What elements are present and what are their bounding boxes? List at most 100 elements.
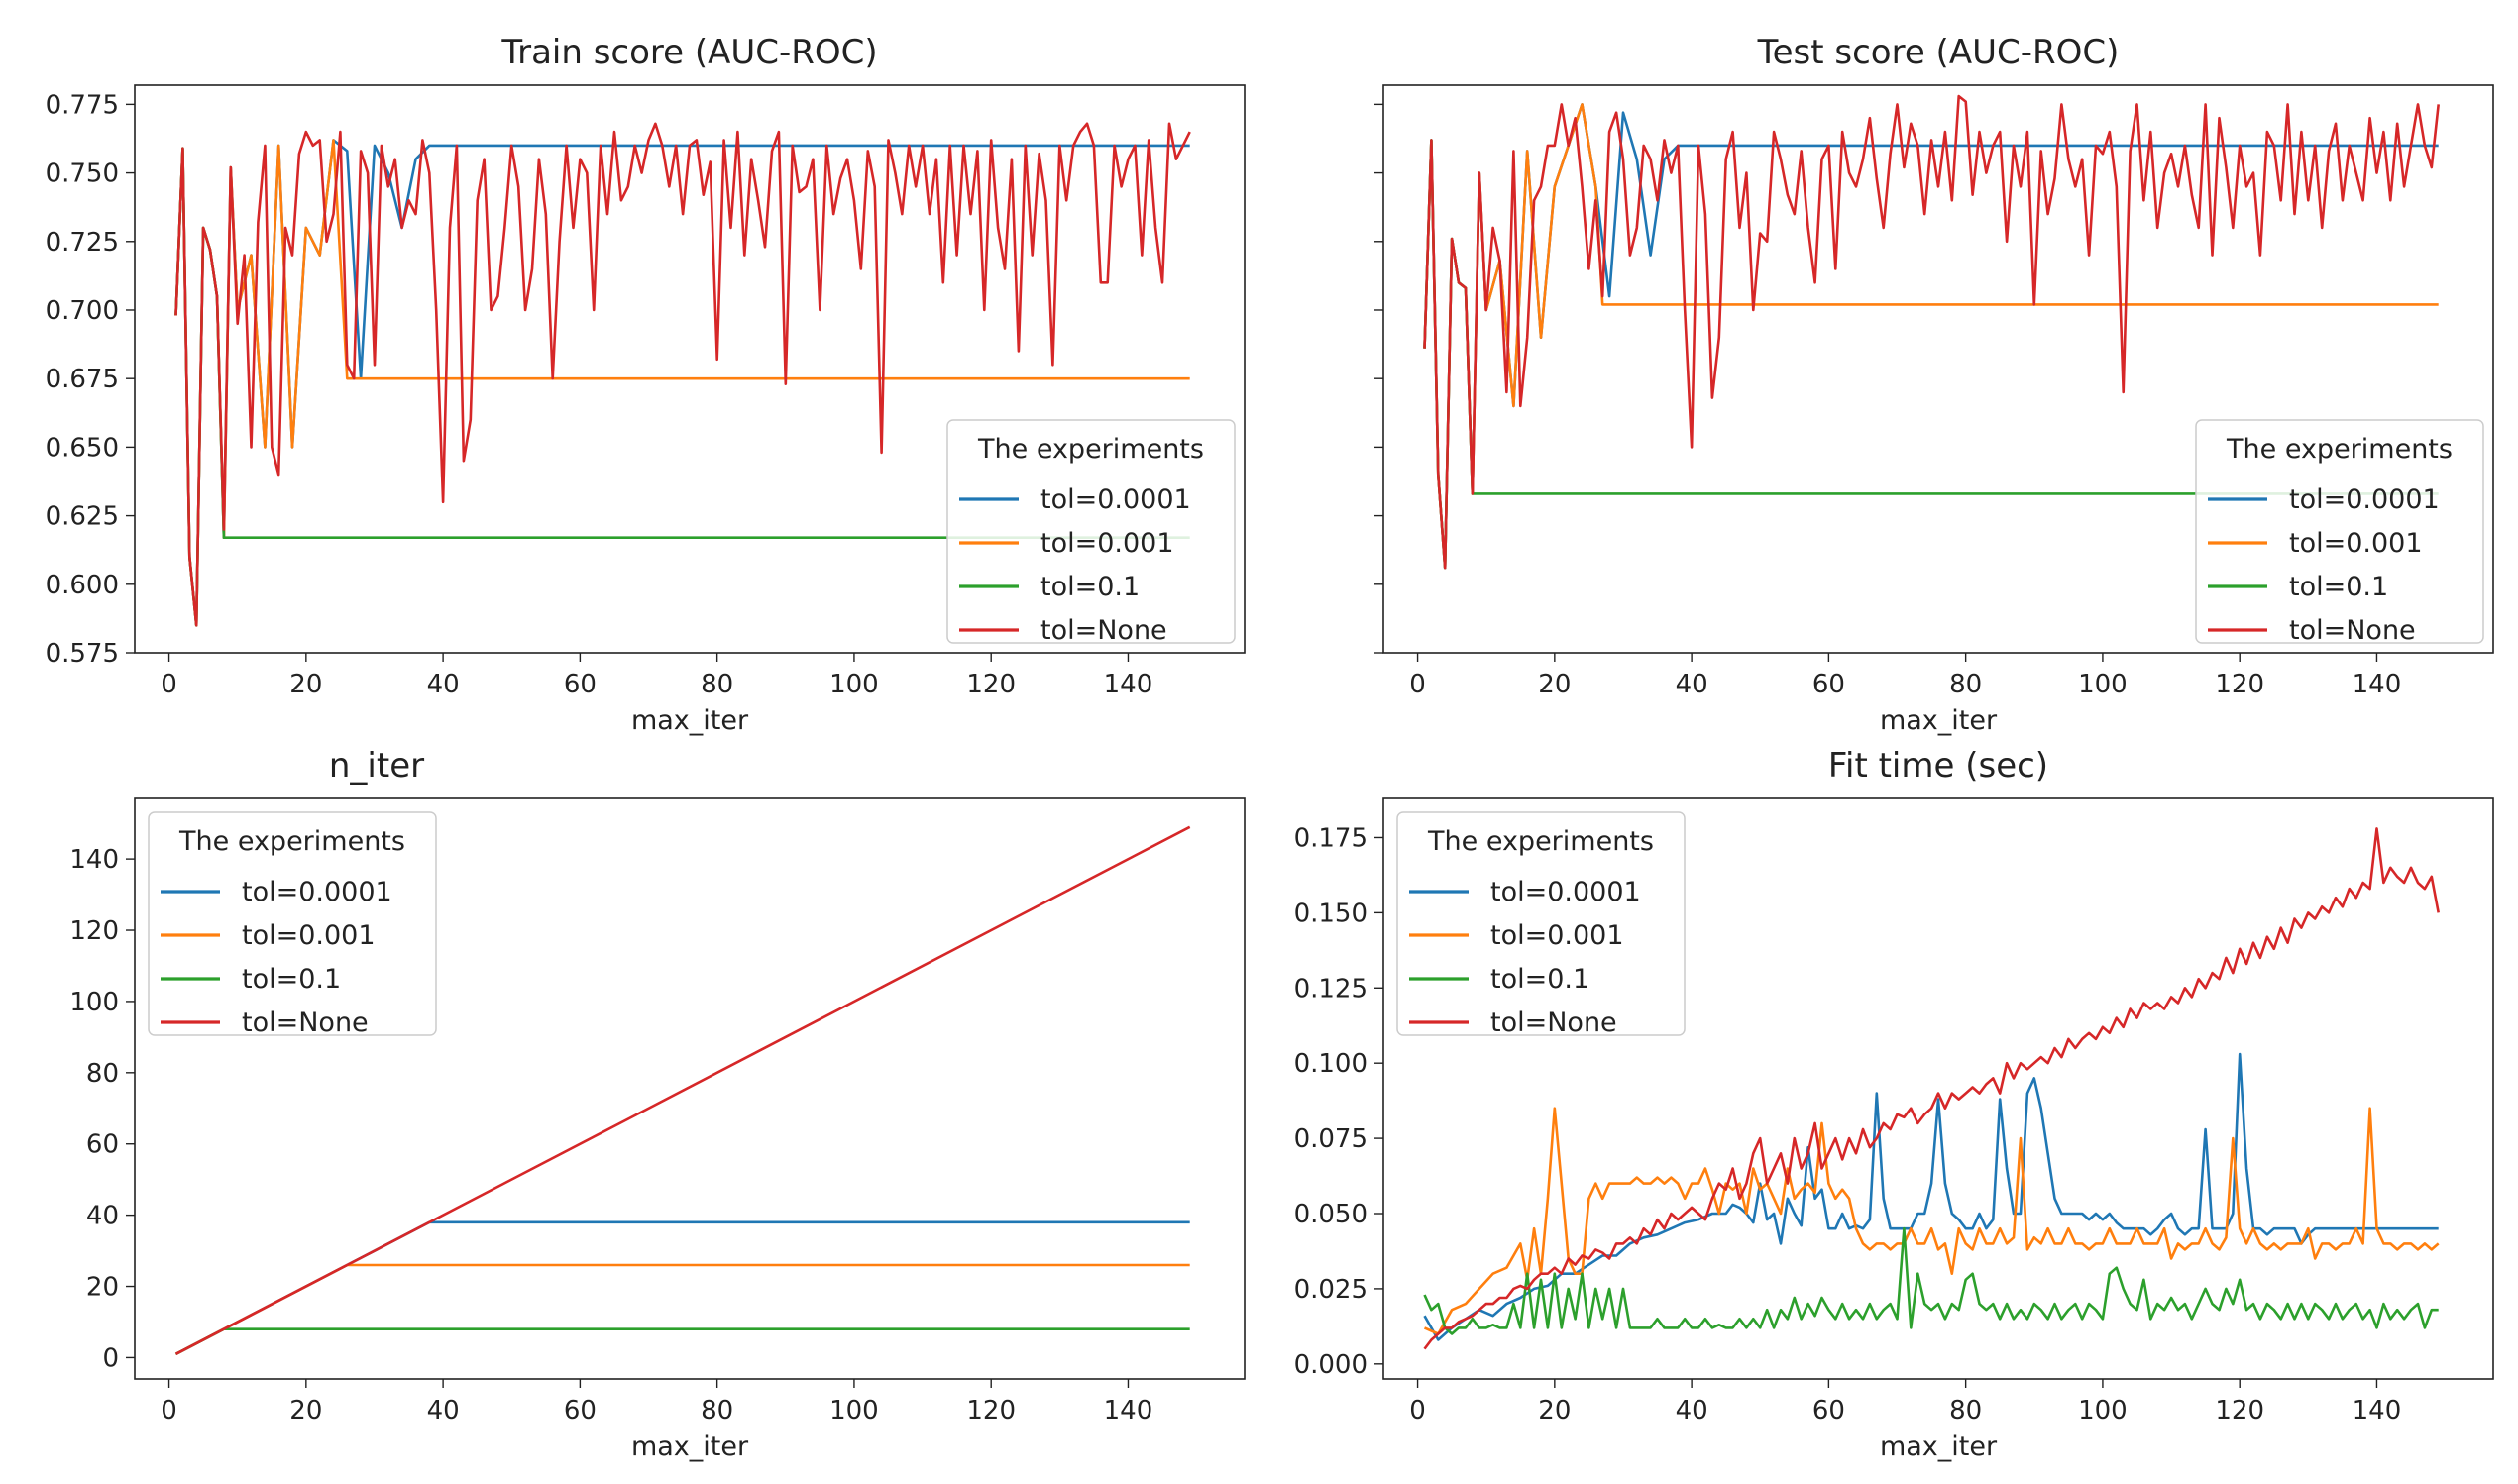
y-tick-label: 40 [86, 1202, 119, 1231]
legend-label: tol=0.001 [2289, 528, 2423, 559]
y-tick-label: 140 [69, 845, 119, 875]
x-tick-label: 100 [829, 1396, 879, 1426]
y-tick-label: 0.625 [46, 502, 119, 532]
legend-label: tol=None [242, 1007, 369, 1038]
y-tick-label: 20 [86, 1273, 119, 1303]
axes-frame [1382, 797, 2494, 1380]
n-iter-panel: n_iter 0 20 40 60 80 100 120 140 0 20 40 60 80 100 120 1… [69, 746, 1246, 1462]
x-axis-label: max_iter [631, 1431, 749, 1462]
x-tick-label: 60 [1812, 670, 1845, 699]
y-tick-label: 0.125 [1294, 974, 1368, 1004]
y-tick-label: 0.150 [1294, 899, 1368, 928]
x-tick-label: 120 [966, 1396, 1016, 1426]
y-tick-label: 120 [69, 916, 119, 946]
legend-label: tol=0.0001 [242, 877, 392, 907]
x-tick-label: 60 [564, 1396, 597, 1426]
legend-label: tol=0.001 [1040, 528, 1174, 559]
series-line-tol-0-1 [1423, 1226, 2439, 1335]
fit-time-panel: Fit time (sec) 0 20 40 60 80 100 120 140 0.000 0.0… [1294, 746, 2494, 1462]
legend-label: tol=0.1 [1490, 964, 1589, 995]
axes-frame [134, 84, 1246, 654]
y-tick-label: 0.700 [46, 296, 119, 326]
series-line-tol-0-0001 [1423, 1052, 2439, 1341]
x-tick-label: 100 [829, 670, 879, 699]
legend-label: tol=None [1040, 615, 1167, 646]
legend-box [148, 811, 437, 1036]
y-tick-label: 0.600 [46, 571, 119, 600]
legend: The experiments tol=0.0001 tol=0.001 tol=0.… [946, 419, 1236, 646]
legend-box [946, 419, 1236, 644]
y-tick-label: 0.075 [1294, 1124, 1368, 1154]
legend-label: tol=0.001 [242, 920, 376, 951]
x-tick-label: 0 [161, 670, 177, 699]
chart-title: Fit time (sec) [1828, 746, 2048, 786]
x-tick-label: 80 [701, 1396, 733, 1426]
y-tick-label: 0.000 [1294, 1350, 1368, 1380]
series-line-tol-0-001 [1423, 1107, 2440, 1335]
y-tick-label: 0.025 [1294, 1275, 1368, 1305]
legend-title: The experiments [178, 826, 405, 857]
x-axis-label: max_iter [1880, 705, 1998, 736]
x-tick-label: 20 [289, 1396, 322, 1426]
x-tick-label: 40 [427, 1396, 460, 1426]
series-line-tol-none [174, 825, 1191, 1355]
y-tick-label: 0.100 [1294, 1049, 1368, 1079]
x-tick-label: 80 [701, 670, 733, 699]
y-tick-label: 0.650 [46, 433, 119, 463]
x-tick-label: 40 [1676, 670, 1708, 699]
legend-label: tol=0.0001 [2289, 484, 2440, 515]
y-tick-label: 0.750 [46, 159, 119, 189]
y-tick-label: 0.175 [1294, 823, 1368, 853]
legend-box [1396, 811, 1686, 1036]
legend-title: The experiments [977, 434, 1204, 465]
x-tick-label: 140 [2353, 1396, 2402, 1426]
axes-frame [1382, 84, 2494, 654]
y-tick-label: 0.675 [46, 365, 119, 394]
x-tick-label: 120 [966, 670, 1016, 699]
x-tick-label: 0 [1409, 670, 1426, 699]
legend-label: tol=0.1 [242, 964, 341, 995]
x-tick-label: 140 [1104, 670, 1153, 699]
x-tick-label: 80 [1949, 1396, 1982, 1426]
y-tick-label: 100 [69, 988, 119, 1017]
y-tick-label: 0.575 [46, 639, 119, 669]
series-line-tol-none [174, 122, 1191, 627]
x-tick-label: 80 [1949, 670, 1982, 699]
legend-label: tol=0.1 [1040, 572, 1140, 602]
axes-frame [134, 797, 1246, 1380]
legend-label: tol=None [1490, 1007, 1617, 1038]
legend: The experiments tol=0.0001 tol=0.001 tol=0.… [2195, 419, 2484, 646]
y-tick-label: 0.050 [1294, 1200, 1368, 1229]
x-axis-label: max_iter [1880, 1431, 1998, 1462]
x-tick-label: 20 [1538, 1396, 1571, 1426]
x-tick-label: 60 [564, 670, 597, 699]
legend: The experiments tol=0.0001 tol=0.001 tol=0.… [148, 811, 437, 1038]
legend-box [2195, 419, 2484, 644]
x-tick-label: 100 [2078, 670, 2128, 699]
chart-title: Test score (AUC-ROC) [1757, 33, 2120, 72]
x-tick-label: 20 [1538, 670, 1571, 699]
y-tick-label: 0.725 [46, 228, 119, 258]
y-tick-label: 80 [86, 1059, 119, 1089]
chart-title: n_iter [329, 746, 424, 786]
y-tick-label: 0 [102, 1343, 119, 1373]
x-tick-label: 120 [2215, 670, 2264, 699]
x-tick-label: 60 [1812, 1396, 1845, 1426]
series-line-tol-none [1423, 94, 2440, 570]
legend-label: tol=0.0001 [1490, 877, 1641, 907]
x-tick-label: 40 [1676, 1396, 1708, 1426]
x-tick-label: 20 [289, 670, 322, 699]
legend-title: The experiments [1427, 826, 1654, 857]
test-score-panel: Test score (AUC-ROC) 0 20 40 60 80 100 120 140 ma… [1374, 33, 2494, 736]
series-line-tol-none [1423, 827, 2440, 1350]
legend-label: tol=0.1 [2289, 572, 2388, 602]
x-tick-label: 40 [427, 670, 460, 699]
x-tick-label: 0 [161, 1396, 177, 1426]
x-tick-label: 140 [2353, 670, 2402, 699]
legend-title: The experiments [2226, 434, 2453, 465]
x-tick-label: 140 [1104, 1396, 1153, 1426]
x-axis-label: max_iter [631, 705, 749, 736]
legend: The experiments tol=0.0001 tol=0.001 tol=0.… [1396, 811, 1686, 1038]
y-tick-label: 60 [86, 1130, 119, 1160]
